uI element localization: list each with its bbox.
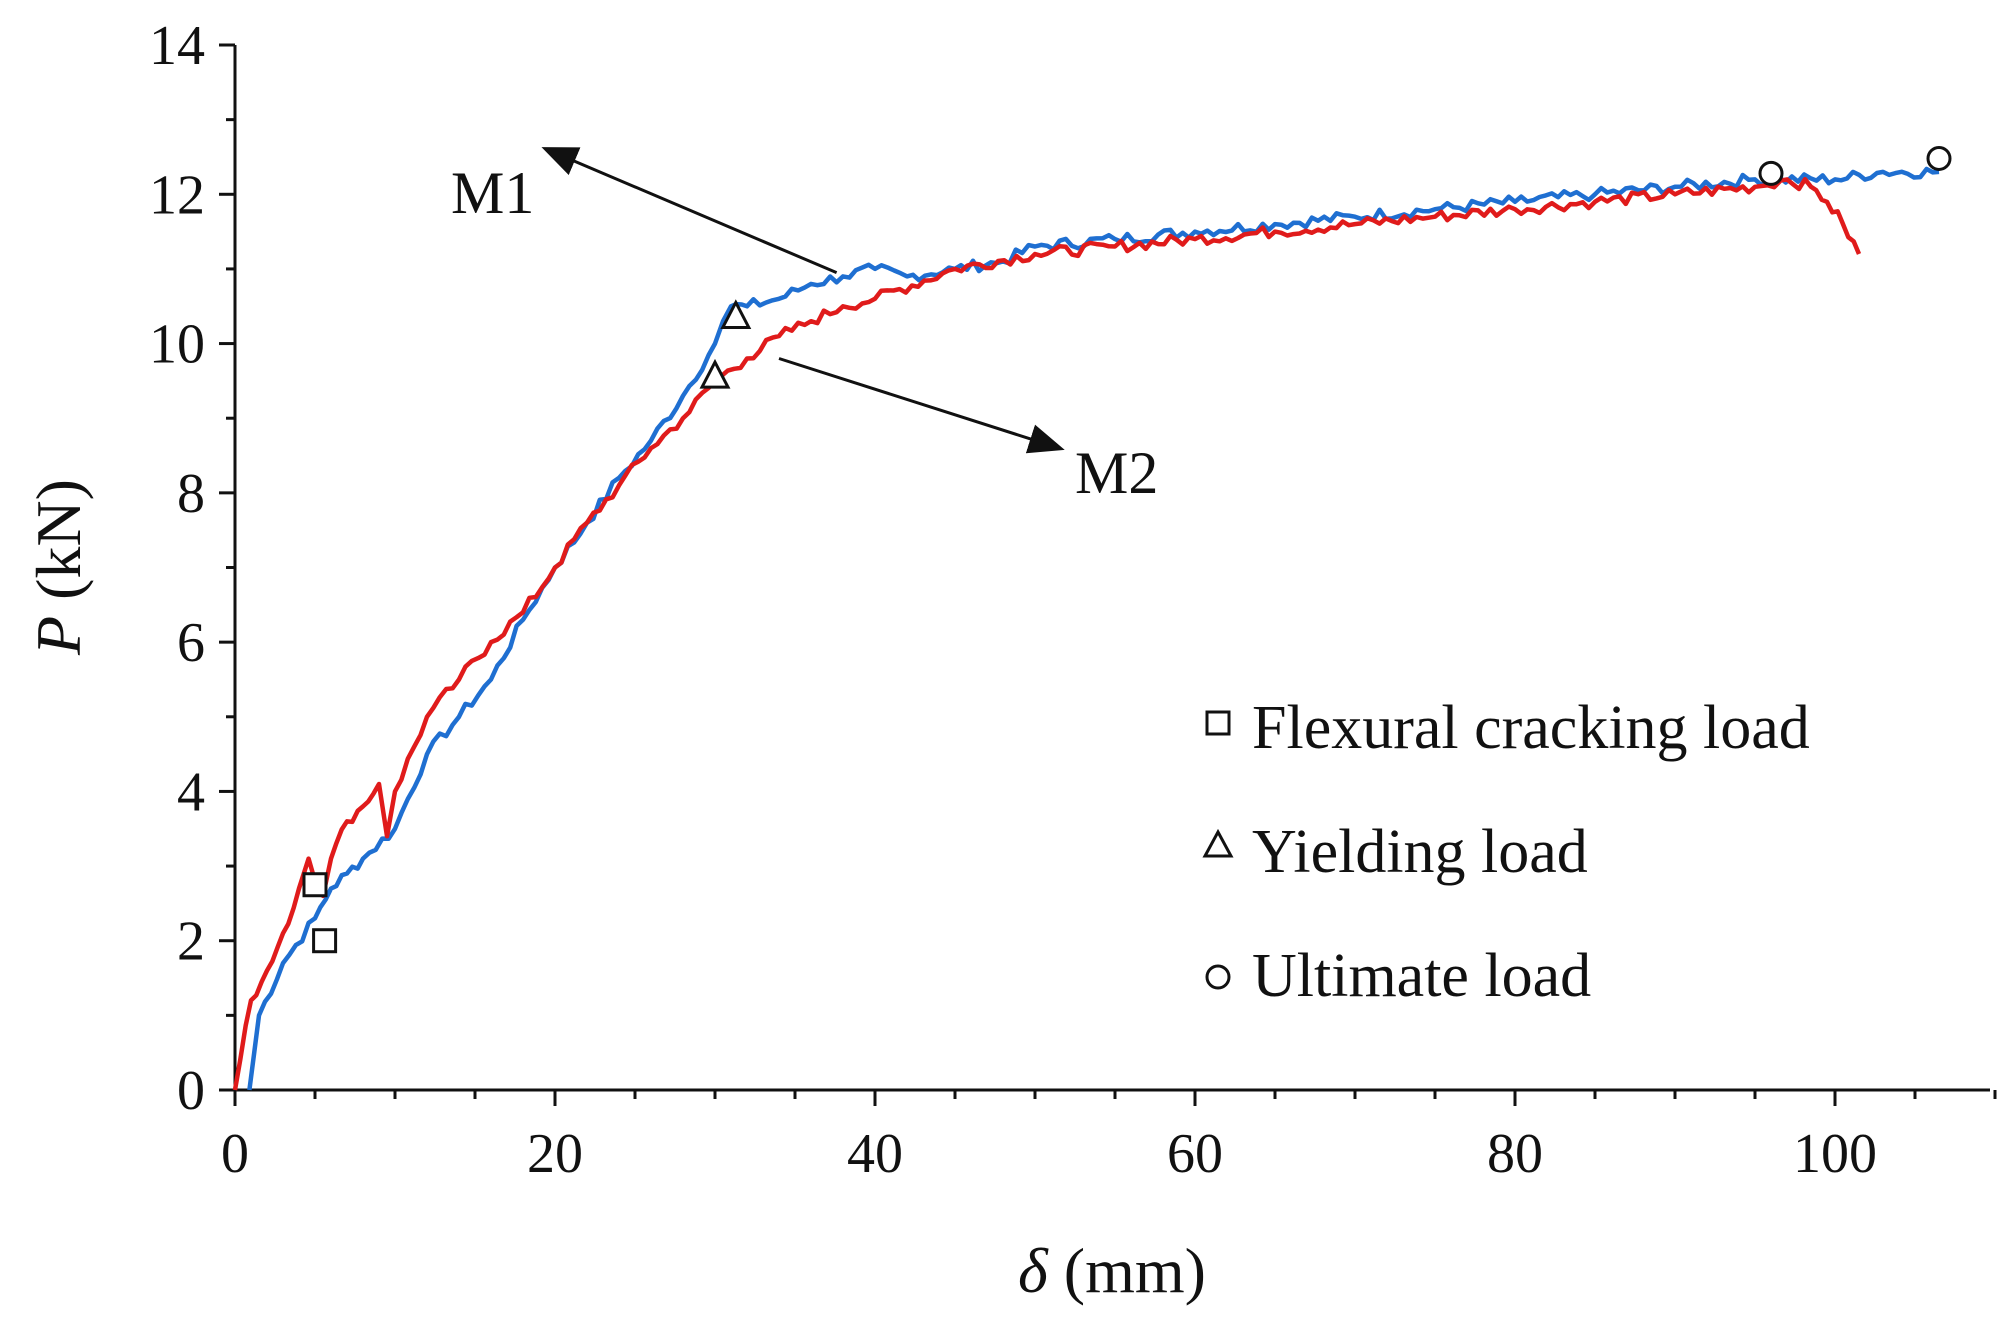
- ultimate-load-marker: [1926, 145, 1952, 171]
- yielding-load-marker: [699, 358, 731, 389]
- legend: Flexural cracking load Yielding load Ult…: [1202, 694, 1810, 1010]
- legend-label-ultimate: Ultimate load: [1252, 942, 1591, 1010]
- annotation-layer: M1 M2: [451, 147, 1158, 506]
- annotation-label-m1: M1: [451, 160, 534, 226]
- legend-item-cracking: Flexural cracking load: [1205, 694, 1810, 762]
- y-tick-label: 6: [177, 612, 205, 674]
- x-tick-label: 100: [1793, 1123, 1877, 1185]
- marker-layer: [302, 145, 1952, 954]
- ultimate-load-marker: [1758, 160, 1784, 186]
- x-ticks: 0 20 40 60 80 100: [221, 1090, 1997, 1185]
- legend-label-cracking: Flexural cracking load: [1252, 694, 1810, 762]
- annotation-arrow-m1: [541, 147, 838, 275]
- y-tick-label: 2: [177, 911, 205, 973]
- legend-circle-marker: [1205, 964, 1231, 990]
- x-axis-label: δ (mm): [1018, 1235, 1206, 1306]
- y-tick-label: 8: [177, 463, 205, 525]
- series-line-m2: [232, 176, 1862, 1091]
- yielding-load-marker: [720, 299, 752, 329]
- y-axis-symbol: P: [23, 616, 94, 656]
- series-line-m1: [247, 166, 1940, 1091]
- y-tick-label: 10: [149, 314, 205, 376]
- legend-item-ultimate: Ultimate load: [1205, 942, 1591, 1010]
- annotation-label-m2: M2: [1075, 440, 1158, 506]
- cracking-load-marker: [312, 928, 338, 954]
- y-axis-unit: (kN): [23, 479, 94, 616]
- x-tick-label: 20: [527, 1123, 583, 1185]
- y-tick-label: 0: [177, 1060, 205, 1122]
- legend-item-yielding: Yielding load: [1202, 818, 1588, 886]
- legend-triangle-marker: [1202, 828, 1234, 858]
- x-tick-label: 80: [1487, 1123, 1543, 1185]
- series-layer: [232, 166, 1940, 1091]
- y-axis-label: P (kN): [23, 479, 94, 656]
- legend-square-marker: [1205, 710, 1231, 736]
- y-tick-label: 4: [177, 761, 205, 823]
- y-tick-label: 12: [149, 164, 205, 226]
- x-tick-label: 40: [847, 1123, 903, 1185]
- annotation-arrow-m2: [778, 357, 1065, 454]
- legend-label-yielding: Yielding load: [1252, 818, 1588, 886]
- x-tick-label: 0: [221, 1123, 249, 1185]
- x-axis-symbol: δ: [1018, 1235, 1049, 1306]
- x-tick-label: 60: [1167, 1123, 1223, 1185]
- y-ticks: 0 2 4 6 8 10 12 14: [149, 15, 235, 1122]
- cracking-load-marker: [302, 872, 328, 898]
- x-axis-unit: (mm): [1048, 1235, 1206, 1306]
- y-tick-label: 14: [149, 15, 205, 77]
